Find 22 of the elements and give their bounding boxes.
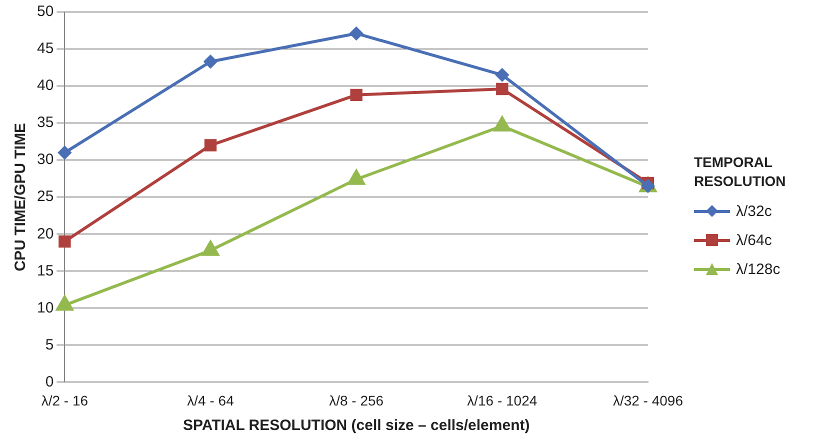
y-tick-label: 25 [36,188,54,206]
y-tick-label: 15 [36,262,54,280]
x-tick-label: λ/32 - 4096 [612,392,684,408]
y-tick-label: 5 [45,336,54,354]
y-tick-label: 30 [36,151,54,168]
y-axis-title: CPU TIME/GPU TIME [12,122,30,272]
y-tick-label: 50 [36,3,54,20]
legend-label: λ/32c [736,203,772,220]
legend-label: λ/128c [736,261,780,278]
x-tick-label: λ/8 - 256 [329,392,384,408]
x-axis-title: SPATIAL RESOLUTION (cell size – cells/element) [182,417,530,434]
y-tick-label: 0 [45,373,54,390]
y-tick-label: 40 [36,77,54,94]
x-tick-label: λ/4 - 64 [187,392,234,408]
y-tick-label: 35 [36,114,54,132]
legend-label: λ/64c [736,232,772,249]
y-tick-label: 20 [36,225,54,242]
legend-title: TEMPORAL RESOLUTION [694,153,787,191]
y-tick-label: 45 [36,40,54,58]
x-tick-label: λ/16 - 1024 [467,392,538,408]
x-tick-label: λ/2 - 16 [41,392,88,408]
y-tick-label: 10 [36,299,54,316]
